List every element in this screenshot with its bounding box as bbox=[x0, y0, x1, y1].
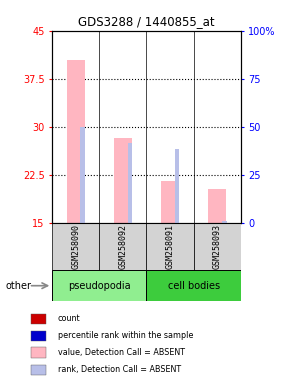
Bar bbox=[128, 143, 132, 223]
Bar bbox=[222, 222, 226, 223]
Bar bbox=[175, 149, 180, 223]
Text: other: other bbox=[6, 281, 32, 291]
Text: GSM258092: GSM258092 bbox=[118, 224, 127, 269]
Text: cell bodies: cell bodies bbox=[168, 281, 220, 291]
Text: rank, Detection Call = ABSENT: rank, Detection Call = ABSENT bbox=[58, 366, 181, 374]
Text: count: count bbox=[58, 314, 80, 323]
Bar bbox=[52, 223, 99, 271]
Bar bbox=[146, 223, 194, 271]
Bar bbox=[146, 270, 241, 301]
Bar bbox=[67, 60, 85, 223]
Bar bbox=[114, 138, 132, 223]
Bar bbox=[31, 365, 46, 375]
Text: GSM258093: GSM258093 bbox=[213, 224, 222, 269]
Bar bbox=[52, 270, 146, 301]
Bar bbox=[208, 189, 226, 223]
Bar bbox=[161, 181, 179, 223]
Text: GSM258090: GSM258090 bbox=[71, 224, 80, 269]
Text: percentile rank within the sample: percentile rank within the sample bbox=[58, 331, 193, 340]
Bar bbox=[99, 223, 146, 271]
Bar bbox=[81, 127, 85, 223]
Title: GDS3288 / 1440855_at: GDS3288 / 1440855_at bbox=[78, 15, 215, 28]
Bar bbox=[31, 347, 46, 358]
Bar bbox=[31, 314, 46, 324]
Text: pseudopodia: pseudopodia bbox=[68, 281, 130, 291]
Bar bbox=[31, 331, 46, 341]
Text: GSM258091: GSM258091 bbox=[166, 224, 175, 269]
Bar bbox=[194, 223, 241, 271]
Text: value, Detection Call = ABSENT: value, Detection Call = ABSENT bbox=[58, 348, 185, 357]
